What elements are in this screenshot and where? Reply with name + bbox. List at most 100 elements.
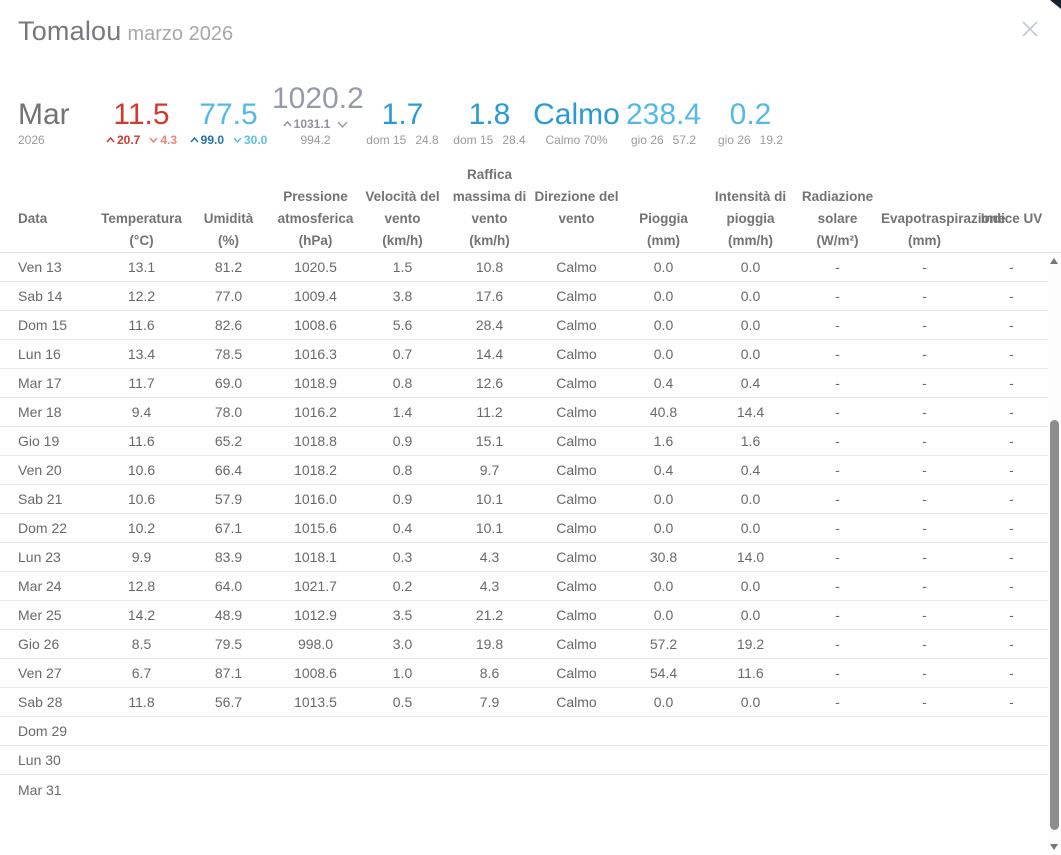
table-row: Mar 17 11.7 69.0 1018.9 0.8 12.6 Calmo 0…: [0, 369, 1061, 398]
cell-rain: 0.0: [653, 694, 674, 710]
cell-rain: 40.8: [649, 404, 678, 420]
pressure-dropdown-button[interactable]: [337, 121, 348, 128]
cell-humidity: 69.0: [214, 375, 243, 391]
cell-rain-rate: 0.4: [740, 375, 761, 391]
cell-uv-index: -: [1009, 462, 1014, 478]
cell-rain: 0.0: [653, 578, 674, 594]
row-date: Sab 28: [18, 694, 63, 710]
cell-evapotranspiration: -: [922, 636, 927, 652]
cell-wind-direction: Calmo: [556, 694, 597, 710]
cell-uv-index: -: [1009, 491, 1014, 507]
cell-solar-radiation: -: [835, 259, 840, 275]
table-row: Sab 28 11.8 56.7 1013.5 0.5 7.9 Calmo 0.…: [0, 688, 1061, 717]
cell-temperature: 13.1: [127, 259, 156, 275]
cell-solar-radiation: -: [835, 462, 840, 478]
cell-wind-gust: 19.8: [475, 636, 504, 652]
month-year: 2026: [18, 133, 45, 147]
rain-total: 238.4: [625, 98, 702, 131]
row-date: Dom 15: [18, 317, 68, 333]
cell-solar-radiation: -: [835, 665, 840, 681]
cell-solar-radiation: -: [835, 491, 840, 507]
cell-rain-rate: 0.0: [740, 346, 761, 362]
cell-pressure: 1012.9: [294, 607, 337, 623]
cell-wind-speed: 0.7: [392, 346, 413, 362]
cell-rain: 0.0: [653, 317, 674, 333]
cell-solar-radiation: -: [835, 288, 840, 304]
row-date: Mar 17: [18, 375, 62, 391]
cell-evapotranspiration: -: [922, 317, 927, 333]
cell-wind-gust: 15.1: [475, 433, 504, 449]
cell-evapotranspiration: -: [922, 259, 927, 275]
cell-humidity: 77.0: [214, 288, 243, 304]
cell-pressure: 998.0: [297, 636, 334, 652]
cell-temperature: 11.8: [128, 694, 155, 710]
cell-wind-direction: Calmo: [556, 433, 597, 449]
cell-pressure: 1013.5: [294, 694, 337, 710]
cell-evapotranspiration: -: [922, 375, 927, 391]
close-button[interactable]: [1017, 16, 1043, 42]
cell-wind-speed: 1.4: [392, 404, 413, 420]
col-header-solar-radiation: Radiazione solare (W/m²): [801, 189, 874, 248]
col-header-uv-index: Indice UV: [980, 211, 1043, 226]
cell-pressure: 1015.6: [294, 520, 337, 536]
cell-rain: 0.0: [653, 346, 674, 362]
cell-wind-speed: 0.8: [392, 462, 413, 478]
cell-wind-direction: Calmo: [556, 259, 597, 275]
humidity-max: 99.0: [200, 133, 224, 147]
table-header: Data Temperatura (°C) Umidità (%) Pression…: [0, 164, 1061, 253]
chevron-down-icon: [337, 121, 348, 128]
dialog-titlebar: Tomalou marzo 2026: [18, 16, 233, 47]
cell-humidity: 79.5: [214, 636, 243, 652]
table-row: Lun 30: [0, 746, 1061, 775]
scroll-up-arrow-icon[interactable]: [1050, 258, 1058, 264]
cell-rain-rate: 0.0: [740, 520, 761, 536]
table-row: Lun 23 9.9 83.9 1018.1 0.3 4.3 Calmo 30.…: [0, 543, 1061, 572]
cell-wind-gust: 9.7: [479, 462, 500, 478]
table-row: Lun 16 13.4 78.5 1016.3 0.7 14.4 Calmo 0…: [0, 340, 1061, 369]
cell-wind-direction: Calmo: [556, 375, 597, 391]
summary-pressure: 1020.2 1031.1 994.2: [272, 82, 364, 148]
wind-gust-avg: 1.8: [468, 98, 511, 131]
cell-wind-speed: 0.4: [392, 520, 413, 536]
scroll-down-arrow-icon[interactable]: [1050, 844, 1058, 850]
humidity-min: 30.0: [244, 133, 268, 147]
cell-wind-gust: 10.1: [475, 491, 504, 507]
cell-humidity: 48.9: [214, 607, 243, 623]
cell-wind-gust: 10.8: [475, 259, 504, 275]
cell-solar-radiation: -: [835, 549, 840, 565]
cell-temperature: 13.4: [127, 346, 156, 362]
row-date: Mer 25: [18, 607, 62, 623]
summary-rain-rate: 0.2 gio 26 19.2: [707, 98, 794, 148]
cell-rain: 1.6: [653, 433, 674, 449]
cell-solar-radiation: -: [835, 375, 840, 391]
cell-solar-radiation: -: [835, 404, 840, 420]
cell-pressure: 1018.2: [294, 462, 337, 478]
cell-solar-radiation: -: [835, 346, 840, 362]
pressure-avg: 1020.2: [272, 82, 364, 115]
summary-temperature: 11.5 20.7 4.3: [98, 98, 185, 148]
rain-rate-max: 19.2: [759, 133, 784, 147]
summary-rain: 238.4 gio 26 57.2: [620, 98, 707, 148]
cell-wind-speed: 3.5: [392, 607, 413, 623]
cell-wind-gust: 4.3: [479, 549, 500, 565]
table-row: Mar 24 12.8 64.0 1021.7 0.2 4.3 Calmo 0.…: [0, 572, 1061, 601]
vertical-scrollbar[interactable]: [1048, 253, 1061, 855]
cell-wind-direction: Calmo: [556, 578, 597, 594]
temperature-avg: 11.5: [113, 98, 170, 131]
cell-temperature: 10.6: [127, 462, 156, 478]
rain-max: 57.2: [672, 133, 697, 147]
cell-rain: 57.2: [649, 636, 678, 652]
chevron-down-icon: [149, 137, 158, 143]
table-body: Ven 13 13.1 81.2 1020.5 1.5 10.8 Calmo 0…: [0, 253, 1061, 804]
cell-rain-rate: 0.0: [740, 491, 761, 507]
scrollbar-thumb[interactable]: [1050, 420, 1059, 830]
cell-rain-rate: 14.4: [736, 404, 765, 420]
cell-wind-speed: 0.9: [392, 433, 413, 449]
cell-evapotranspiration: -: [922, 404, 927, 420]
cell-humidity: 78.0: [214, 404, 243, 420]
cell-wind-direction: Calmo: [556, 665, 597, 681]
cell-rain-rate: 0.0: [740, 288, 761, 304]
temperature-max: 20.7: [116, 133, 141, 147]
wind-gust-day: dom 15: [453, 133, 494, 147]
cell-wind-gust: 10.1: [475, 520, 504, 536]
